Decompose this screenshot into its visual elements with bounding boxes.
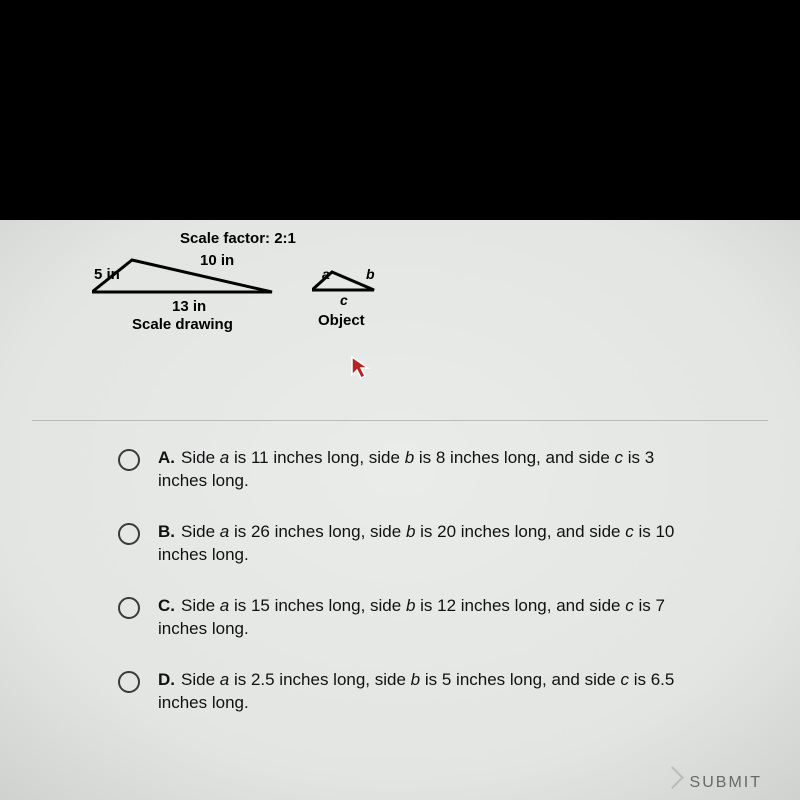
large-side-bottom: 13 in [172, 298, 206, 315]
mouse-cursor-icon [350, 355, 370, 379]
option-d-text: D.Side a is 2.5 inches long, side b is 5… [158, 669, 698, 715]
screen: Scale factor: 2:1 5 in 10 in 13 in Scale… [0, 0, 800, 800]
submit-button[interactable]: SUBMIT [666, 771, 762, 792]
option-letter: D. [158, 670, 175, 689]
option-a[interactable]: A.Side a is 11 inches long, side b is 8 … [118, 447, 768, 493]
option-b-text: B.Side a is 26 inches long, side b is 20… [158, 521, 698, 567]
option-letter: B. [158, 522, 175, 541]
small-side-c: c [340, 292, 348, 308]
small-caption: Object [318, 312, 365, 329]
radio-a[interactable] [118, 449, 140, 471]
option-c[interactable]: C.Side a is 15 inches long, side b is 12… [118, 595, 768, 641]
radio-c[interactable] [118, 597, 140, 619]
option-letter: C. [158, 596, 175, 615]
option-d[interactable]: D.Side a is 2.5 inches long, side b is 5… [118, 669, 768, 715]
option-letter: A. [158, 448, 175, 467]
option-b[interactable]: B.Side a is 26 inches long, side b is 20… [118, 521, 768, 567]
scale-factor-label: Scale factor: 2:1 [180, 230, 296, 247]
radio-d[interactable] [118, 671, 140, 693]
option-c-text: C.Side a is 15 inches long, side b is 12… [158, 595, 698, 641]
question-page: Scale factor: 2:1 5 in 10 in 13 in Scale… [0, 220, 800, 800]
option-a-text: A.Side a is 11 inches long, side b is 8 … [158, 447, 698, 493]
divider [32, 420, 768, 421]
large-caption: Scale drawing [132, 316, 233, 333]
answer-options: A.Side a is 11 inches long, side b is 8 … [32, 447, 768, 715]
large-triangle [92, 252, 282, 302]
small-side-b: b [366, 266, 375, 282]
small-side-a: a [322, 266, 330, 282]
large-side-left: 5 in [94, 266, 120, 283]
scale-diagram: Scale factor: 2:1 5 in 10 in 13 in Scale… [32, 230, 768, 380]
large-side-right: 10 in [200, 252, 234, 269]
radio-b[interactable] [118, 523, 140, 545]
